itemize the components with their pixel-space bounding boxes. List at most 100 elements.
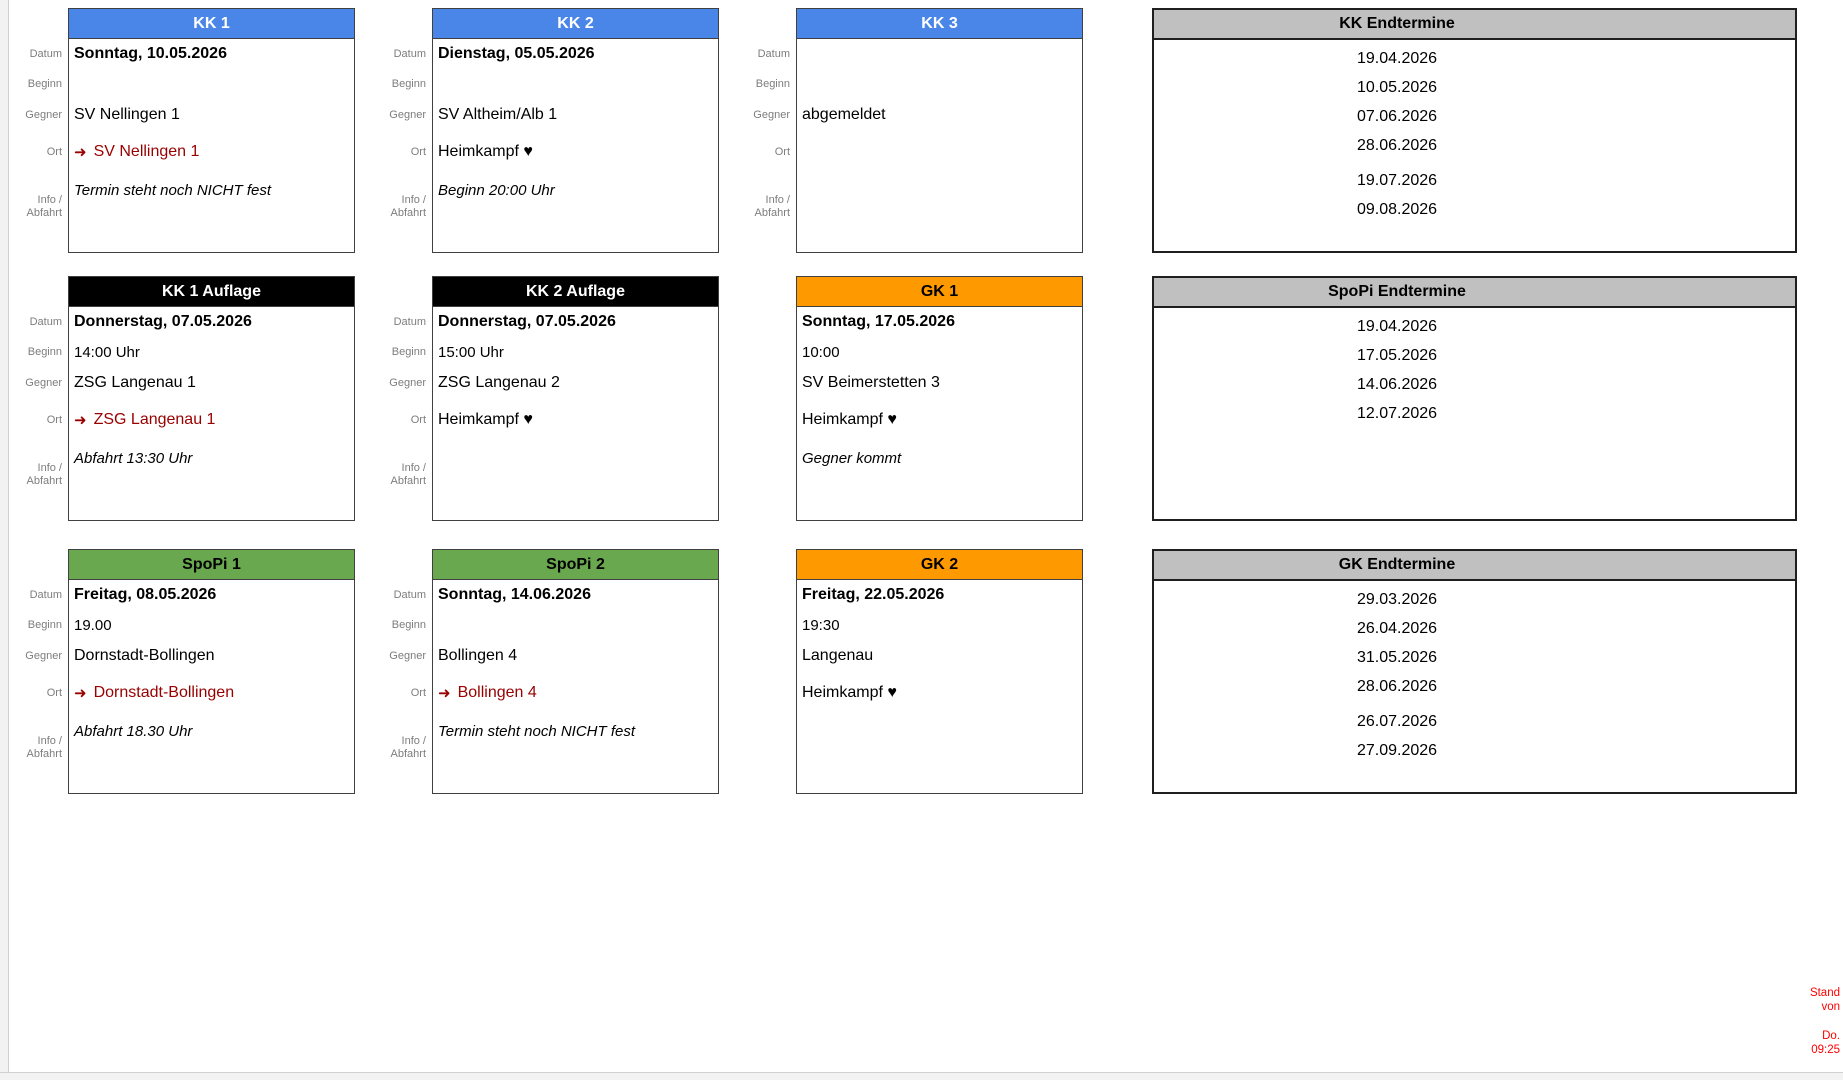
row-labels-gutter: Datum Beginn Gegner Ort Info / Abfahrt [364,8,432,253]
endtermine-date: 07.06.2026 [1356,108,1438,125]
page-bottom-margin [0,1072,1843,1080]
endtermine-table-kk-end: KK Endtermine 19.04.2026 10.05.2026 07.06.… [1152,8,1797,253]
endtermine-date: 26.07.2026 [1356,713,1438,730]
label-datum [728,580,790,610]
label-datum: Datum [393,316,426,328]
endtermine-table-header: KK Endtermine [1154,10,1795,40]
card-title: KK 2 Auflage [433,277,718,307]
row-labels-gutter: Datum Beginn Gegner Ort Info / Abfahrt [0,8,68,253]
away-arrow-icon: ➜ [74,685,87,702]
card-beginn-value [69,69,354,99]
label-info-abfahrt [728,441,790,521]
label-ort: Ort [410,687,426,699]
endtermine-table-title: KK Endtermine [1339,15,1455,32]
label-info-line1: Info / [401,735,426,747]
label-datum: Datum [393,589,426,601]
label-info-line2: Abfahrt [26,475,62,487]
card-ort-value: ➜ Heimkampf ♥ [433,131,718,173]
label-gegner: Gegner [25,377,62,389]
label-info-line1: Info / [765,194,790,206]
row-labels-gutter: Datum Beginn Gegner Ort Info / Abfahrt [0,549,68,794]
card-info-value: Gegner kommt [802,450,902,467]
match-card: KK 1 Auflage Donnerstag, 07.05.2026 14:0… [68,276,355,521]
card-ort-text: Heimkampf ♥ [438,143,533,160]
card-datum-value: Sonntag, 17.05.2026 [802,313,955,330]
card-gegner-value: SV Nellingen 1 [74,106,180,123]
gutter-header-spacer [0,276,62,307]
label-beginn [728,610,790,640]
card-datum-value [797,39,1082,69]
match-card-unit-kk1-auflage: Datum Beginn Gegner Ort Info / Abfahrt K… [0,276,355,521]
stand-day: Do. [1822,1030,1840,1042]
label-datum: Datum [393,48,426,60]
label-info-line2: Abfahrt [26,207,62,219]
match-card-unit-kk2: Datum Beginn Gegner Ort Info / Abfahrt K… [364,8,719,253]
match-card-unit-gk1: GK 1 Sonntag, 17.05.2026 10:00 SV Beimer… [728,276,1083,521]
stand-spacer [1810,1014,1840,1029]
match-card-unit-kk3: Datum Beginn Gegner Ort Info / Abfahrt K… [728,8,1083,253]
label-beginn: Beginn [27,78,62,90]
label-beginn: Beginn [27,619,62,631]
endtermine-date: 14.06.2026 [1356,376,1438,393]
label-beginn: Beginn [755,78,790,90]
label-info-abfahrt: Info / Abfahrt [364,714,426,794]
card-info-value: Abfahrt 13:30 Uhr [74,450,193,467]
card-datum-value: Donnerstag, 07.05.2026 [438,313,616,330]
card-ort-value: ➜ Heimkampf ♥ [797,672,1082,714]
gutter-header-spacer [364,8,426,39]
card-ort-value: ➜ Bollingen 4 [433,672,718,714]
endtermine-date: 09.08.2026 [1356,201,1438,218]
label-datum [728,307,790,337]
card-ort-value: ➜ ZSG Langenau 1 [69,399,354,441]
label-ort: Ort [46,414,62,426]
card-beginn-value [797,69,1082,99]
card-gegner-value: SV Beimerstetten 3 [802,374,940,391]
match-card-unit-spopi1: Datum Beginn Gegner Ort Info / Abfahrt S… [0,549,355,794]
label-ort: Ort [46,146,62,158]
label-info-abfahrt [728,714,790,794]
card-datum-value: Donnerstag, 07.05.2026 [74,313,252,330]
card-info-value: Abfahrt 18.30 Uhr [74,723,193,740]
label-info-line2: Abfahrt [390,475,426,487]
card-beginn-value: 14:00 Uhr [74,343,140,361]
card-gegner-value: SV Altheim/Alb 1 [438,106,558,123]
row-labels-gutter: Datum Beginn Gegner Ort Info / Abfahrt [364,276,432,521]
card-title: KK 3 [797,9,1082,39]
card-datum-value: Freitag, 22.05.2026 [802,586,945,603]
row-labels-gutter [728,549,796,794]
endtermine-table-title: GK Endtermine [1338,556,1456,573]
gutter-header-spacer [0,8,62,39]
card-title: KK 1 [69,9,354,39]
label-beginn: Beginn [391,78,426,90]
label-info-line2: Abfahrt [26,748,62,760]
match-card: SpoPi 2 Sonntag, 14.06.2026 Bollingen 4 … [432,549,719,794]
gutter-header-spacer [364,549,426,580]
card-ort-text: Dornstadt-Bollingen [93,684,235,701]
card-gegner-value: ZSG Langenau 2 [438,374,560,391]
endtermine-table-body: 29.03.2026 26.04.2026 31.05.2026 28.06.2026… [1154,581,1795,765]
label-info-abfahrt: Info / Abfahrt [0,441,62,521]
endtermine-date: 26.04.2026 [1356,620,1438,637]
match-card: KK 3 abgemeldet ➜ [796,8,1083,253]
label-ort: Ort [774,146,790,158]
card-gegner-value: abgemeldet [802,106,886,123]
label-datum: Datum [29,48,62,60]
card-ort-text: Heimkampf ♥ [802,411,897,428]
page-left-margin [0,0,9,1072]
card-title: GK 2 [797,550,1082,580]
card-ort-value: ➜ [797,131,1082,173]
card-ort-text: Bollingen 4 [457,684,537,701]
stand-label-line2: von [1821,1001,1840,1013]
row-labels-gutter: Datum Beginn Gegner Ort Info / Abfahrt [728,8,796,253]
card-gegner-value: Bollingen 4 [438,647,518,664]
endtermine-date: 19.07.2026 [1356,172,1438,189]
away-arrow-icon: ➜ [74,144,87,161]
card-ort-value: ➜ SV Nellingen 1 [69,131,354,173]
label-info-line1: Info / [37,194,62,206]
gutter-header-spacer [364,276,426,307]
stand-time: 09:25 [1811,1044,1840,1056]
label-info-line1: Info / [37,735,62,747]
stand-label-line1: Stand [1809,987,1840,999]
gutter-header-spacer [0,549,62,580]
match-card: GK 1 Sonntag, 17.05.2026 10:00 SV Beimer… [796,276,1083,521]
